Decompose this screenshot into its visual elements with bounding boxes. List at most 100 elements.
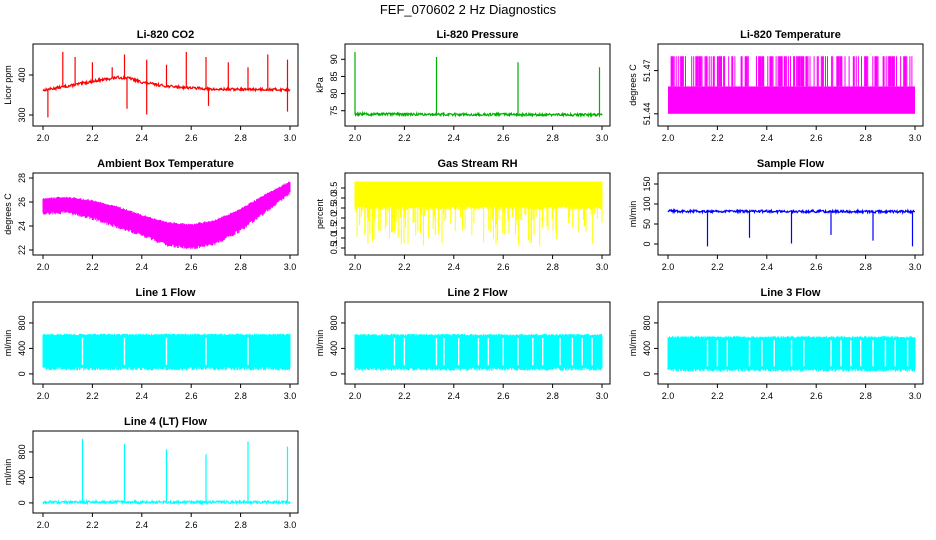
chart-6: Sample Flow ml/min 2.0 2.2 2.4 2.6 2.8 3.0 0 50 10…: [628, 158, 924, 272]
chart-2-x-tick-label: 2.0: [349, 133, 362, 143]
chart-1: Li-820 CO2 Licor ppm 2.0 2.2 2.4 2.6 2.8 3.0 300…: [3, 29, 299, 143]
chart-6-y-tick-label: 0: [642, 241, 652, 246]
chart-7-data: [42, 333, 291, 371]
chart-6-x-tick-label: 2.8: [859, 262, 872, 272]
chart-7-x-tick-label: 3.0: [284, 391, 297, 401]
chart-6-x-tick-label: 2.4: [761, 262, 774, 272]
chart-1-x-tick-label: 2.0: [37, 133, 50, 143]
chart-2-x-axis: 2.0 2.2 2.4 2.6 2.8 3.0: [349, 126, 609, 143]
chart-8-ylabel: ml/min: [315, 330, 325, 357]
chart-9-y-tick-label: 800: [642, 315, 652, 330]
chart-8-frame: [344, 301, 611, 385]
chart-7-y-tick-label: 0: [17, 371, 27, 376]
chart-8-gaps: [393, 338, 593, 366]
chart-9-x-tick-label: 2.6: [810, 391, 823, 401]
chart-3-frame: [657, 43, 924, 127]
chart-4-y-tick-label: 26: [17, 197, 27, 207]
chart-6-series-line: [667, 207, 916, 216]
chart-5-x-tick-label: 2.8: [546, 262, 559, 272]
chart-1-x-tick-label: 2.8: [234, 133, 247, 143]
chart-6-x-tick-label: 2.2: [711, 262, 724, 272]
chart-5-ylabel: percent: [315, 198, 325, 229]
chart-6-title: Sample Flow: [757, 158, 825, 170]
chart-7-y-tick-label: 800: [17, 315, 27, 330]
chart-7-x-tick-label: 2.8: [234, 391, 247, 401]
chart-5-frame: [344, 172, 611, 256]
chart-10-y-tick-label: 400: [17, 470, 27, 485]
chart-3-upper-flicker: [670, 56, 913, 87]
chart-10: Line 4 (LT) Flow ml/min 2.0 2.2 2.4 2.6 2.8 3.0…: [3, 416, 299, 530]
chart-4-y-tick-label: 24: [17, 221, 27, 231]
chart-4-frame: [32, 172, 299, 256]
chart-8: Line 2 Flow ml/min 2.0 2.2 2.4 2.6 2.8 3.0 0 400 8…: [315, 287, 611, 401]
chart-5-x-tick-label: 3.0: [596, 262, 609, 272]
chart-7: Line 1 Flow ml/min 2.0 2.2 2.4 2.6 2.8 3.0 0 400 8…: [3, 287, 299, 401]
chart-1-x-tick-label: 2.4: [136, 133, 149, 143]
chart-6-y-tick-label: 100: [642, 196, 652, 211]
chart-8-title: Line 2 Flow: [448, 287, 508, 299]
chart-8-x-tick-label: 2.2: [398, 391, 411, 401]
chart-2-y-tick-label: 90: [329, 54, 339, 64]
chart-4: Ambient Box Temperature degrees C 2.0 2.2 2.…: [3, 158, 299, 272]
chart-4-data: [42, 181, 291, 250]
chart-5-x-axis: 2.0 2.2 2.4 2.6 2.8 3.0: [349, 255, 609, 272]
chart-2-spikes-up: [354, 51, 601, 115]
chart-1-x-tick-label: 3.0: [284, 133, 297, 143]
chart-3-ylabel: degrees C: [628, 64, 638, 106]
chart-4-title: Ambient Box Temperature: [97, 158, 234, 170]
chart-3-y-tick-label: 51.47: [642, 59, 652, 82]
chart-9-frame: [657, 301, 924, 385]
chart-2-x-tick-label: 3.0: [596, 133, 609, 143]
chart-2-y-tick-label: 85: [329, 71, 339, 81]
chart-3-x-tick-label: 2.0: [662, 133, 675, 143]
chart-1-ylabel: Licor ppm: [3, 65, 13, 105]
chart-4-x-axis: 2.0 2.2 2.4 2.6 2.8 3.0: [37, 255, 297, 272]
chart-8-y-axis: 0 400 800: [329, 315, 345, 376]
chart-8-data: [354, 333, 603, 371]
chart-1-x-axis: 2.0 2.2 2.4 2.6 2.8 3.0: [37, 126, 297, 143]
chart-4-y-tick-label: 22: [17, 245, 27, 255]
chart-5-x-tick-label: 2.0: [349, 262, 362, 272]
chart-10-series-line: [42, 498, 291, 506]
chart-5-y-tick-label: 1.0: [329, 232, 339, 245]
chart-9-y-tick-label: 400: [642, 341, 652, 356]
chart-6-y-tick-label: 50: [642, 219, 652, 229]
chart-2: Li-820 Pressure kPa 2.0 2.2 2.4 2.6 2.8 3.0 75 80…: [315, 29, 611, 143]
chart-2-y-tick-label: 75: [329, 106, 339, 116]
chart-10-y-tick-label: 0: [17, 500, 27, 505]
chart-6-data: [667, 207, 916, 247]
chart-2-x-tick-label: 2.4: [448, 133, 461, 143]
chart-5-y-tick-label: 2.0: [329, 212, 339, 225]
chart-4-x-tick-label: 3.0: [284, 262, 297, 272]
chart-1-spikes-down: [47, 78, 289, 118]
chart-10-x-tick-label: 2.6: [185, 520, 198, 530]
chart-3-x-axis: 2.0 2.2 2.4 2.6 2.8 3.0: [662, 126, 922, 143]
chart-1-y-axis: 300 400: [17, 67, 33, 123]
chart-9-gaps: [706, 340, 909, 367]
chart-10-x-tick-label: 2.2: [86, 520, 99, 530]
chart-9-x-tick-label: 3.0: [909, 391, 922, 401]
chart-6-x-tick-label: 2.0: [662, 262, 675, 272]
chart-5-x-tick-label: 2.6: [497, 262, 510, 272]
chart-3-x-tick-label: 2.6: [810, 133, 823, 143]
chart-5-x-tick-label: 2.4: [448, 262, 461, 272]
chart-3-x-tick-label: 3.0: [909, 133, 922, 143]
chart-10-y-axis: 0 400 800: [17, 444, 33, 505]
chart-9-x-tick-label: 2.2: [711, 391, 724, 401]
chart-1-data: [42, 51, 291, 118]
chart-6-x-tick-label: 3.0: [909, 262, 922, 272]
chart-1-y-tick-label: 400: [17, 67, 27, 82]
chart-5-x-tick-label: 2.2: [398, 262, 411, 272]
chart-5-y-tick-label: 1.5: [329, 222, 339, 235]
chart-7-x-tick-label: 2.2: [86, 391, 99, 401]
chart-8-y-tick-label: 0: [329, 371, 339, 376]
chart-2-title: Li-820 Pressure: [437, 29, 519, 41]
chart-2-x-tick-label: 2.6: [497, 133, 510, 143]
chart-10-ylabel: ml/min: [3, 459, 13, 486]
chart-4-x-tick-label: 2.0: [37, 262, 50, 272]
chart-6-x-tick-label: 2.6: [810, 262, 823, 272]
chart-10-x-tick-label: 3.0: [284, 520, 297, 530]
chart-2-y-axis: 75 80 85 90: [329, 54, 345, 116]
chart-10-frame: [32, 430, 299, 514]
chart-4-ylabel: degrees C: [3, 193, 13, 235]
